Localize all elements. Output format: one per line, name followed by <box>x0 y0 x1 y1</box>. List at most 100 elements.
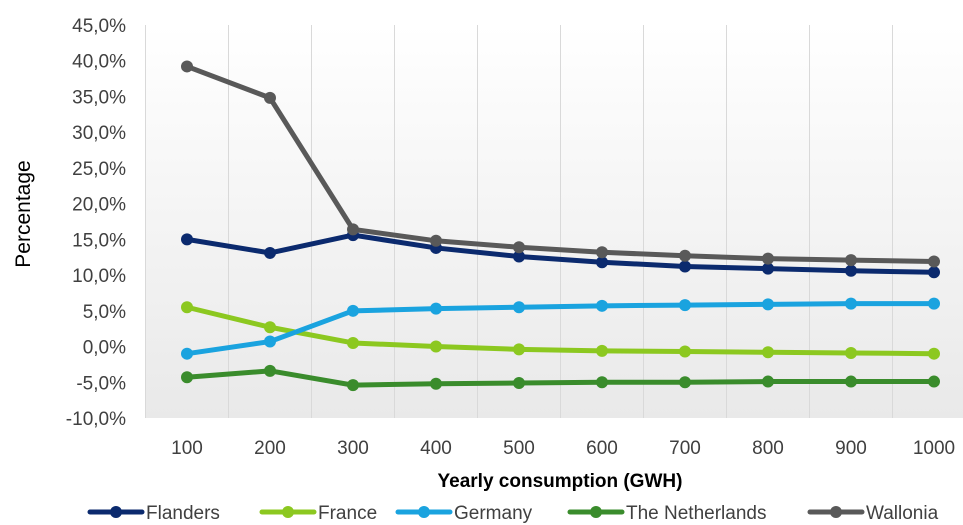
legend-label-germany: Germany <box>454 503 533 524</box>
data-point-germany <box>181 347 193 360</box>
x-tick-label: 300 <box>337 438 369 459</box>
y-tick-label: 0,0% <box>83 338 126 359</box>
plot-area-background <box>146 25 963 418</box>
y-tick-label: 15,0% <box>72 230 126 251</box>
data-point-germany <box>679 299 691 312</box>
legend-label-the-netherlands: The Netherlands <box>626 503 766 524</box>
x-tick-label: 100 <box>171 438 203 459</box>
data-point-france <box>264 321 276 334</box>
legend-marker-flanders <box>110 506 122 518</box>
y-tick-label: 40,0% <box>72 52 126 73</box>
x-tick-label: 400 <box>420 438 452 459</box>
data-point-germany <box>762 298 774 311</box>
data-point-france <box>762 346 774 359</box>
data-point-the-netherlands <box>181 371 193 384</box>
data-point-the-netherlands <box>264 364 276 377</box>
series-line-france <box>184 304 937 357</box>
y-axis-title: Percentage <box>12 160 35 267</box>
x-tick-label: 700 <box>669 438 701 459</box>
legend-marker-wallonia <box>830 506 842 518</box>
series-germany <box>181 297 940 360</box>
data-point-wallonia <box>181 60 193 73</box>
legend-label-flanders: Flanders <box>146 503 220 524</box>
series-line-wallonia <box>184 63 937 265</box>
x-tick-label: 200 <box>254 438 286 459</box>
data-series <box>181 60 940 392</box>
data-point-the-netherlands <box>762 375 774 388</box>
series-the-netherlands <box>181 364 940 392</box>
data-point-france <box>513 343 525 356</box>
data-point-france <box>347 336 359 349</box>
data-point-flanders <box>513 250 525 263</box>
data-point-wallonia <box>347 223 359 236</box>
data-point-germany <box>430 302 442 315</box>
data-point-france <box>430 340 442 353</box>
data-point-france <box>845 346 857 359</box>
data-point-the-netherlands <box>928 375 940 388</box>
data-point-france <box>928 347 940 360</box>
y-tick-label: 30,0% <box>72 123 126 144</box>
data-point-wallonia <box>596 246 608 259</box>
legend-marker-france <box>282 506 294 518</box>
series-france <box>181 301 940 360</box>
legend-item-the-netherlands: The Netherlands <box>567 503 766 524</box>
legend-item-germany: Germany <box>395 503 533 524</box>
data-point-france <box>596 344 608 357</box>
series-line-germany <box>184 301 937 357</box>
data-point-france <box>181 301 193 314</box>
x-tick-label: 500 <box>503 438 535 459</box>
data-point-flanders <box>181 233 193 246</box>
data-point-the-netherlands <box>679 376 691 389</box>
data-point-flanders <box>928 266 940 279</box>
data-point-flanders <box>845 264 857 277</box>
data-point-wallonia <box>679 249 691 262</box>
y-axis-tick-labels: -10,0% -5,0% 0,0% 5,0% 10,0% 15,0% 20,0% 25,0% 3… <box>66 16 126 430</box>
data-point-germany <box>513 301 525 314</box>
data-point-germany <box>347 304 359 317</box>
y-tick-label: 35,0% <box>72 87 126 108</box>
data-point-germany <box>264 335 276 348</box>
data-point-flanders <box>596 256 608 269</box>
data-point-wallonia <box>264 91 276 104</box>
y-tick-label: -5,0% <box>76 373 126 394</box>
legend-label-wallonia: Wallonia <box>866 503 939 524</box>
series-line-the-netherlands <box>184 368 937 388</box>
legend-label-france: France <box>318 503 377 524</box>
data-point-germany <box>845 297 857 310</box>
series-flanders <box>181 229 940 279</box>
y-tick-label: 25,0% <box>72 159 126 180</box>
data-point-wallonia <box>845 254 857 267</box>
legend-item-flanders: Flanders <box>87 503 220 524</box>
x-tick-label: 800 <box>752 438 784 459</box>
data-point-the-netherlands <box>513 376 525 389</box>
data-point-germany <box>928 297 940 310</box>
data-point-the-netherlands <box>430 377 442 390</box>
legend-marker-the-netherlands <box>590 506 602 518</box>
data-point-wallonia <box>762 252 774 265</box>
legend-item-wallonia: Wallonia <box>807 503 939 524</box>
y-tick-label: 45,0% <box>72 16 126 37</box>
x-tick-label: 1000 <box>913 438 955 459</box>
x-tick-label: 900 <box>835 438 867 459</box>
data-point-flanders <box>762 262 774 275</box>
data-point-flanders <box>679 260 691 273</box>
data-point-the-netherlands <box>596 376 608 389</box>
x-axis-tick-labels: 100 200 300 400 500 600 700 800 900 1000 <box>171 438 955 459</box>
data-point-the-netherlands <box>845 375 857 388</box>
y-tick-label: 20,0% <box>72 195 126 216</box>
data-point-flanders <box>264 246 276 259</box>
legend: Flanders France Germany The Netherlands Wall… <box>87 503 939 524</box>
y-tick-label: -10,0% <box>66 409 126 430</box>
data-point-france <box>679 345 691 358</box>
data-point-wallonia <box>928 255 940 268</box>
series-wallonia <box>181 60 940 268</box>
x-tick-label: 600 <box>586 438 618 459</box>
data-point-wallonia <box>513 241 525 254</box>
legend-marker-germany <box>418 506 430 518</box>
series-line-flanders <box>184 232 937 275</box>
y-tick-label: 5,0% <box>83 302 126 323</box>
data-point-germany <box>596 299 608 312</box>
x-axis-title: Yearly consumption (GWH) <box>438 471 683 492</box>
